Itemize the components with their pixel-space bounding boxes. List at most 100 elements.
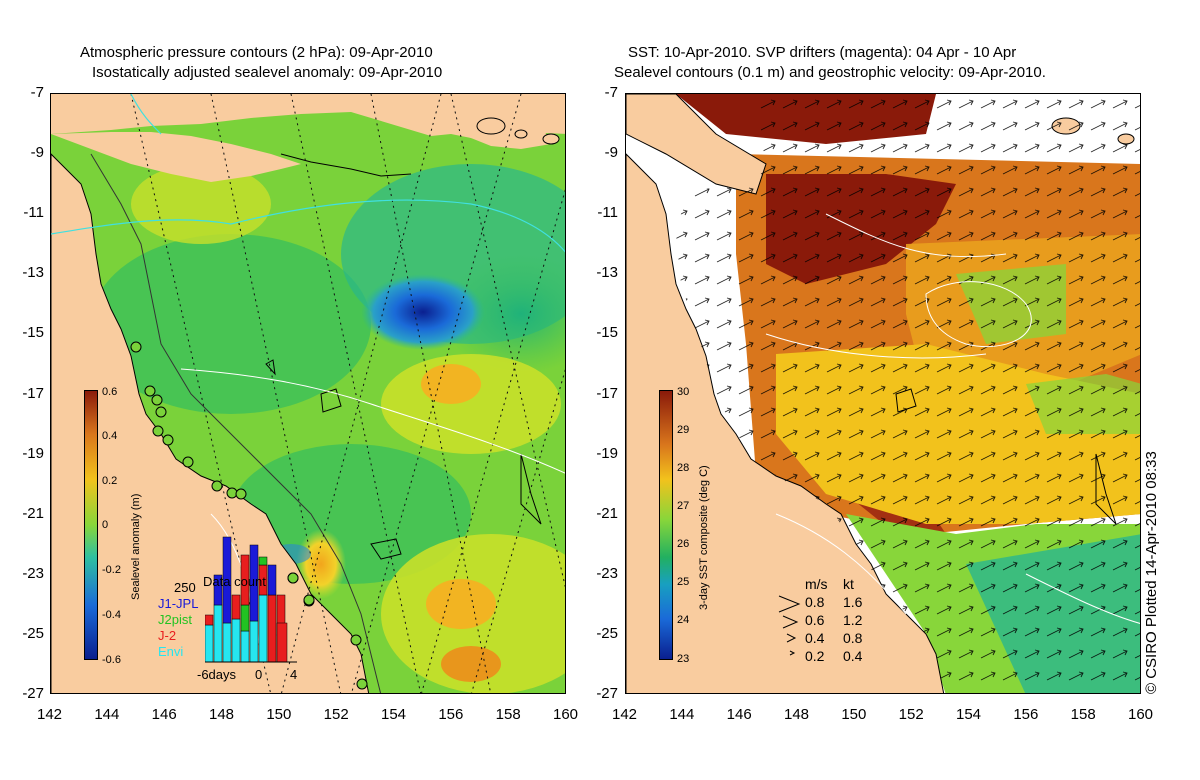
anomaly-patch — [381, 354, 561, 454]
reef-contour — [520, 453, 542, 525]
velocity-legend-header-kt: kt — [843, 576, 854, 592]
island — [476, 117, 506, 135]
right-title-line1: SST: 10-Apr-2010. SVP drifters (magenta)… — [628, 44, 1017, 61]
y-tick-label: -15 — [22, 324, 44, 342]
sealevel-colorbar-label: 0.6 — [102, 386, 118, 398]
pressure-contour — [51, 199, 565, 253]
sst-colorbar-label: 27 — [677, 500, 690, 512]
y-tick-label: -25 — [22, 624, 44, 642]
sealevel-contours — [765, 213, 1140, 624]
x-tick-label: 144 — [94, 706, 120, 723]
legend-j1jpl: J1-JPL — [158, 596, 199, 611]
x-tick-label: 148 — [209, 706, 235, 723]
velocity-legend-header-ms: m/s — [805, 576, 828, 592]
data-count-xlabel: -6days — [197, 667, 237, 682]
legend-envi: Envi — [158, 644, 184, 659]
x-tick-label: 160 — [553, 706, 579, 723]
y-tick-label: -9 — [604, 144, 618, 162]
velocity-legend-kt: 0.4 — [843, 648, 863, 664]
x-tick-label: 154 — [956, 706, 982, 723]
y-tick-label: -21 — [22, 504, 44, 522]
y-tick-label: -13 — [22, 264, 44, 282]
pressure-contour — [130, 94, 162, 135]
sealevel-colorbar-label: 0.2 — [102, 475, 118, 487]
velocity-legend-kt: 0.8 — [843, 630, 863, 646]
land-mass — [51, 132, 301, 182]
x-tick-label: 154 — [381, 706, 407, 723]
velocity-legend-ms: 0.8 — [805, 594, 825, 610]
anomaly-patch — [441, 646, 501, 682]
y-tick-label: -11 — [23, 204, 44, 222]
y-tick-label: -21 — [596, 504, 618, 522]
sst-colorbar-label: 28 — [677, 462, 690, 474]
y-tick-label: -11 — [597, 204, 618, 222]
velocity-legend-arrows — [778, 595, 801, 656]
left-map-panel — [50, 93, 566, 694]
x-tick-label: 152 — [323, 706, 349, 723]
pressure-contour — [180, 368, 565, 474]
y-tick-label: -23 — [596, 564, 618, 582]
anomaly-patch — [421, 364, 481, 404]
left-title-line2: Isostatically adjusted sealevel anomaly:… — [92, 64, 443, 81]
sealevel-colorbar-label: -0.4 — [102, 609, 121, 621]
data-count-xlabel: 4 — [290, 667, 298, 682]
sealevel-colorbar-title: Sealevel anomaly (m) — [130, 493, 142, 600]
sealevel-colorbar-label: -0.2 — [102, 564, 121, 576]
data-count-histogram — [205, 536, 297, 663]
data-count-title: Data count — [203, 574, 266, 589]
sst-map — [626, 94, 1140, 693]
y-tick-label: -9 — [30, 144, 44, 162]
right-title-line2: Sealevel contours (0.1 m) and geostrophi… — [614, 64, 1046, 81]
right-map-panel — [625, 93, 1141, 694]
left-title-line1: Atmospheric pressure contours (2 hPa): 0… — [80, 44, 433, 61]
velocity-legend-ms: 0.2 — [805, 648, 825, 664]
y-tick-label: -25 — [596, 624, 618, 642]
sst-colorbar — [659, 390, 673, 660]
sst-colorbar-label: 29 — [677, 424, 690, 436]
anomaly-patch — [91, 234, 371, 414]
y-tick-label: -19 — [596, 444, 618, 462]
tide-gauges — [130, 341, 368, 690]
y-tick-label: -7 — [604, 84, 618, 101]
x-tick-label: 156 — [1013, 706, 1039, 723]
credit-text: © CSIRO Plotted 14-Apr-2010 08:33 — [1143, 451, 1160, 694]
y-tick-label: -15 — [596, 324, 618, 342]
sst-colorbar-label: 25 — [677, 576, 690, 588]
histogram-bars — [205, 536, 288, 663]
x-tick-label: 144 — [669, 706, 695, 723]
shelf-contour — [90, 153, 382, 693]
australia-coast — [51, 153, 370, 693]
velocity-legend-ms: 0.6 — [805, 612, 825, 628]
x-tick-label: 148 — [784, 706, 810, 723]
x-tick-label: 142 — [612, 706, 638, 723]
reef-contour — [265, 359, 276, 376]
sealevel-colorbar-label: 0.4 — [102, 430, 118, 442]
velocity-legend-ms: 0.4 — [805, 630, 825, 646]
x-tick-label: 142 — [37, 706, 63, 723]
sst-colorbar-label: 23 — [677, 653, 690, 665]
sealevel-anomaly-map — [51, 94, 565, 693]
anomaly-patch — [426, 579, 496, 629]
y-tick-label: -23 — [22, 564, 44, 582]
velocity-legend-kt: 1.2 — [843, 612, 863, 628]
x-tick-label: 146 — [726, 706, 752, 723]
x-tick-label: 150 — [841, 706, 867, 723]
sealevel-colorbar-label: 0 — [102, 519, 109, 531]
island — [542, 133, 560, 145]
legend-j2pist: J2pist — [158, 612, 192, 627]
reef-contour — [280, 153, 412, 177]
y-tick-label: -13 — [596, 264, 618, 282]
x-tick-label: 158 — [495, 706, 521, 723]
sst-colorbar-label: 26 — [677, 538, 690, 550]
y-tick-label: -27 — [22, 685, 44, 702]
velocity-legend-kt: 1.6 — [843, 594, 863, 610]
x-tick-label: 152 — [898, 706, 924, 723]
land-mass — [51, 94, 565, 142]
data-count-xlabel: 0 — [255, 667, 263, 682]
data-count-max: 250 — [174, 580, 196, 595]
island — [514, 129, 528, 139]
sealevel-colorbar — [84, 390, 98, 660]
reef-contour — [1095, 453, 1117, 525]
x-tick-label: 156 — [438, 706, 464, 723]
altimeter-tracks — [130, 94, 565, 693]
